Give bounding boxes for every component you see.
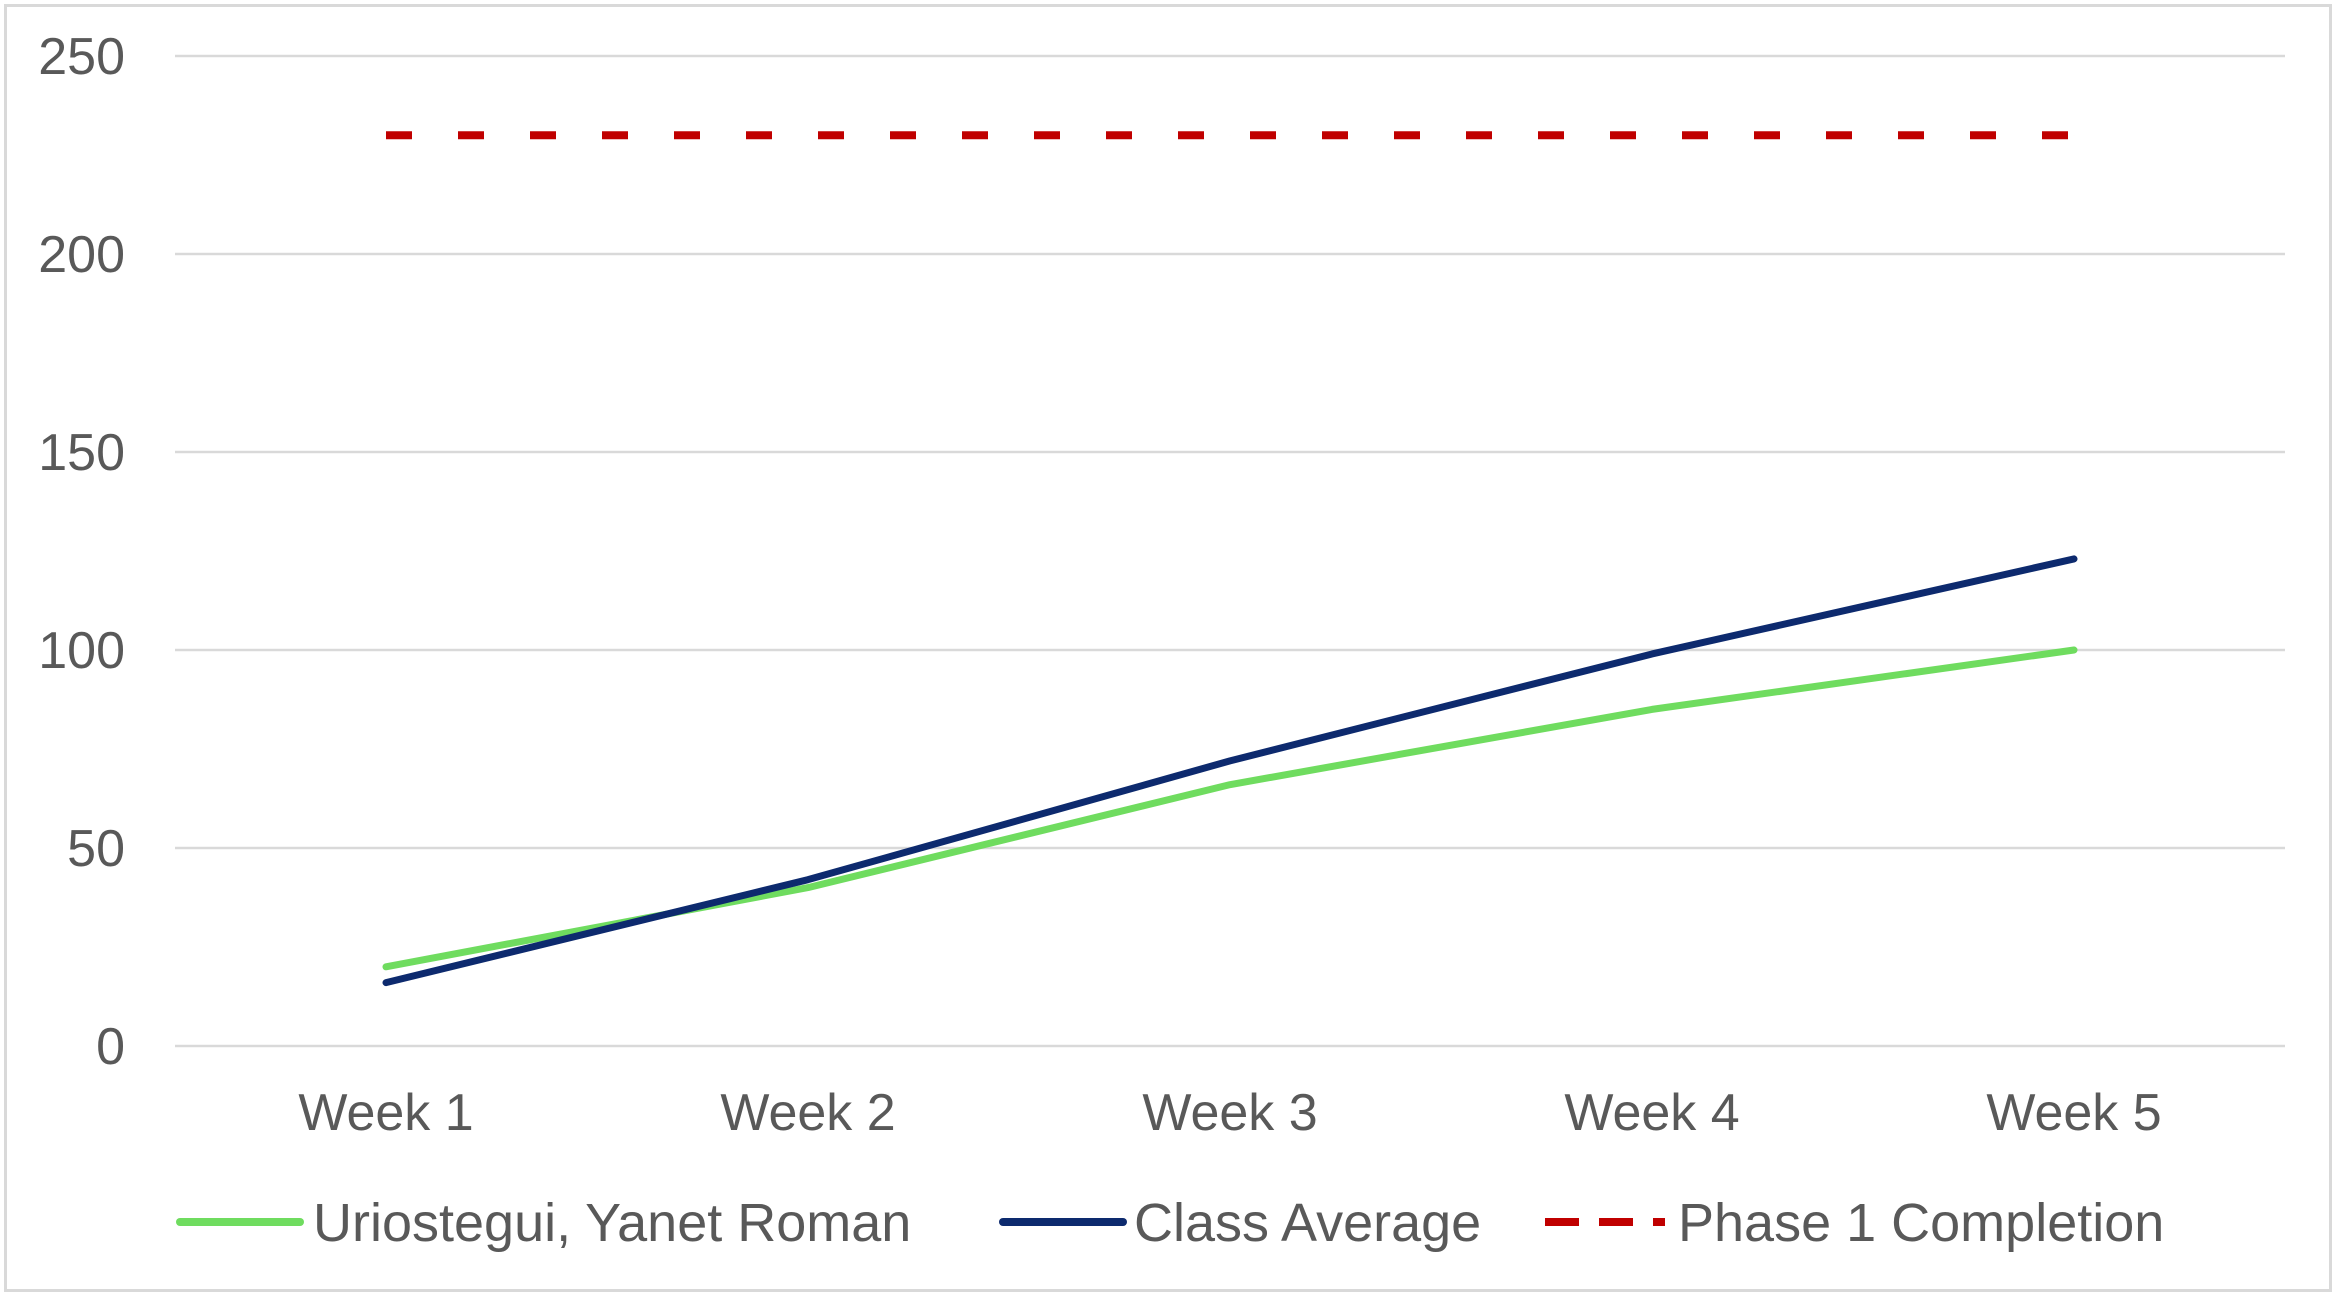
x-tick-label-1: Week 1 xyxy=(298,1084,473,1142)
gridlines xyxy=(175,54,2285,1048)
y-tick-label-200: 200 xyxy=(38,226,125,284)
legend-label-2: Phase 1 Completion xyxy=(1678,1193,2164,1253)
y-tick-label-250: 250 xyxy=(38,28,125,86)
chart-frame xyxy=(4,4,2332,1292)
series-lines xyxy=(382,131,2078,987)
y-tick-label-50: 50 xyxy=(67,820,125,878)
x-tick-label-5: Week 5 xyxy=(1986,1084,2161,1142)
x-tick-label-2: Week 2 xyxy=(720,1084,895,1142)
x-axis-ticks: Week 1 Week 2 Week 3 Week 4 Week 5 xyxy=(298,1084,2161,1142)
y-tick-label-100: 100 xyxy=(38,622,125,680)
series-line-1 xyxy=(382,555,2078,987)
x-tick-label-4: Week 4 xyxy=(1564,1084,1739,1142)
legend-label-1: Class Average xyxy=(1134,1193,1481,1253)
legend: Uriostegui, Yanet Roman Class Average Ph… xyxy=(176,1193,2164,1253)
y-tick-label-150: 150 xyxy=(38,424,125,482)
y-tick-label-0: 0 xyxy=(96,1018,125,1076)
x-tick-label-3: Week 3 xyxy=(1142,1084,1317,1142)
y-axis-ticks: 0 50 100 150 200 250 xyxy=(38,28,125,1076)
legend-label-0: Uriostegui, Yanet Roman xyxy=(313,1193,911,1253)
